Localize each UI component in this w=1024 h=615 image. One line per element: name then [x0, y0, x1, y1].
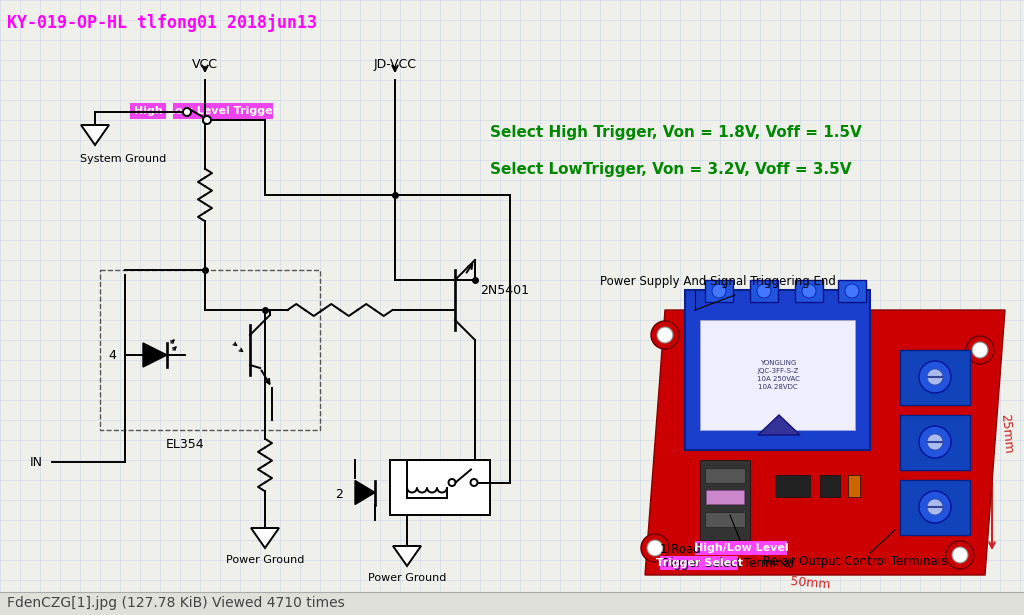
Text: 2: 2: [335, 488, 343, 501]
Polygon shape: [645, 310, 1005, 575]
Text: Select High Trigger, Von = 1.8V, Voff = 1.5V: Select High Trigger, Von = 1.8V, Voff = …: [490, 125, 862, 140]
Polygon shape: [81, 125, 109, 145]
Text: High: High: [133, 106, 163, 116]
Text: 1 Road: 1 Road: [660, 543, 705, 556]
Circle shape: [802, 284, 816, 298]
Circle shape: [966, 336, 994, 364]
Text: Terminal: Terminal: [740, 557, 794, 570]
Circle shape: [972, 342, 988, 358]
Polygon shape: [251, 528, 279, 548]
Circle shape: [470, 479, 477, 486]
Bar: [838, 280, 866, 302]
Text: 50mm: 50mm: [790, 575, 830, 592]
Text: Select LowTrigger, Von = 3.2V, Voff = 3.5V: Select LowTrigger, Von = 3.2V, Voff = 3.…: [490, 162, 852, 177]
Bar: [390, 460, 490, 515]
Circle shape: [946, 541, 974, 569]
Circle shape: [927, 369, 943, 385]
Bar: [705, 490, 745, 505]
Circle shape: [927, 434, 943, 450]
Text: High/Low Level: High/Low Level: [693, 543, 788, 553]
Circle shape: [757, 284, 771, 298]
Bar: [705, 280, 733, 302]
Text: FdenCZG[1].jpg (127.78 KiB) Viewed 4710 times: FdenCZG[1].jpg (127.78 KiB) Viewed 4710 …: [7, 596, 345, 610]
Bar: [700, 320, 855, 430]
Bar: [705, 468, 745, 483]
Circle shape: [203, 116, 211, 124]
Text: VCC: VCC: [193, 58, 218, 71]
Circle shape: [919, 361, 951, 393]
Polygon shape: [685, 290, 870, 450]
Text: YONGLING
JQC-3FF-S-Z
10A 250VAC
10A 28VDC: YONGLING JQC-3FF-S-Z 10A 250VAC 10A 28VD…: [757, 360, 800, 390]
Bar: [705, 512, 745, 527]
Bar: [900, 350, 970, 405]
Bar: [795, 280, 823, 302]
Bar: [820, 475, 840, 497]
Polygon shape: [758, 415, 800, 435]
FancyBboxPatch shape: [130, 103, 166, 119]
Circle shape: [712, 284, 726, 298]
Text: Power Supply And Signal Triggering End: Power Supply And Signal Triggering End: [600, 275, 836, 288]
Circle shape: [651, 321, 679, 349]
Text: Relay Output Control Terminals: Relay Output Control Terminals: [763, 555, 947, 568]
Text: Trigger Select: Trigger Select: [660, 557, 741, 570]
Circle shape: [449, 479, 456, 486]
Text: Trigger Select: Trigger Select: [655, 558, 742, 568]
Text: Power Ground: Power Ground: [368, 573, 446, 583]
Circle shape: [845, 284, 859, 298]
Bar: [700, 460, 750, 540]
Circle shape: [641, 534, 669, 562]
Bar: [900, 415, 970, 470]
Text: Power Ground: Power Ground: [226, 555, 304, 565]
Polygon shape: [143, 343, 167, 367]
Text: 25mm: 25mm: [998, 413, 1015, 454]
Circle shape: [927, 499, 943, 515]
FancyBboxPatch shape: [660, 556, 738, 570]
Text: Low Level Trigger: Low Level Trigger: [168, 106, 279, 116]
Bar: [750, 280, 778, 302]
Circle shape: [919, 491, 951, 523]
Text: 2N5401: 2N5401: [480, 284, 529, 296]
FancyBboxPatch shape: [173, 103, 273, 119]
Text: JD-VCC: JD-VCC: [374, 58, 417, 71]
Circle shape: [952, 547, 968, 563]
Circle shape: [183, 108, 191, 116]
Bar: [900, 480, 970, 535]
Bar: [706, 490, 744, 504]
Text: KY-019-OP-HL tlfong01 2018jun13: KY-019-OP-HL tlfong01 2018jun13: [7, 14, 317, 32]
Text: IN: IN: [30, 456, 43, 469]
FancyBboxPatch shape: [695, 541, 787, 555]
Circle shape: [647, 540, 663, 556]
Bar: [775, 475, 810, 497]
Polygon shape: [355, 480, 375, 504]
Text: EL354: EL354: [166, 438, 205, 451]
Bar: [848, 475, 860, 497]
Bar: [0, 592, 1024, 615]
Text: 4: 4: [108, 349, 116, 362]
Polygon shape: [393, 546, 421, 566]
Circle shape: [657, 327, 673, 343]
Bar: [100, 270, 319, 430]
Circle shape: [919, 426, 951, 458]
Text: System Ground: System Ground: [80, 154, 166, 164]
